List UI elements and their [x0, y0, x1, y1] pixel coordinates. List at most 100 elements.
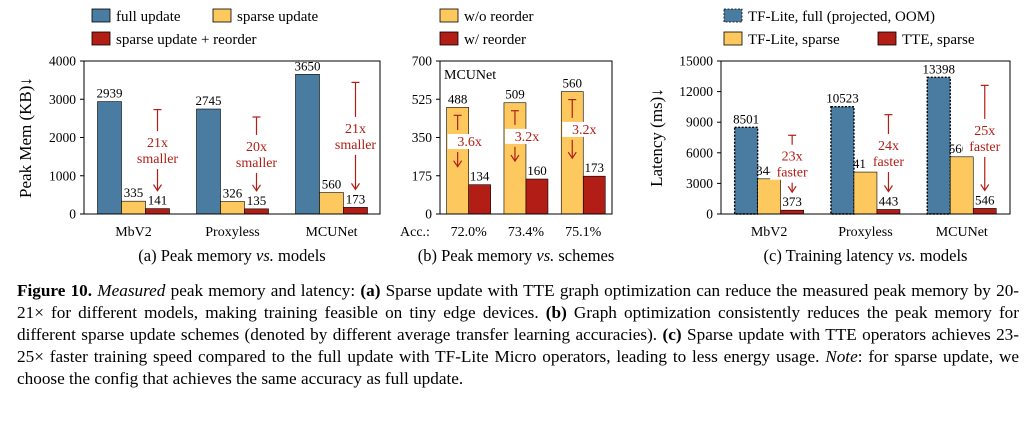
- y-tick-label-c-0: 0: [706, 207, 713, 222]
- bar-label-b-0-0: 488: [448, 91, 468, 106]
- bar-a-2-2: [343, 207, 368, 215]
- annotation-arrowhead-b-0: [453, 160, 463, 168]
- annotation-text-c-0-1: faster: [777, 166, 808, 181]
- caption-b-text: Graph optimization consistently reduces …: [17, 303, 1019, 344]
- category-label-b-1: 73.4%: [508, 225, 545, 240]
- y-tick-label-b-2: 350: [412, 130, 433, 145]
- legend-swatch-a-2: [91, 31, 111, 46]
- chart-title-part-a-0: (a) Peak memory: [138, 246, 256, 265]
- annotation-bg-c-1-0: [866, 138, 911, 154]
- bar-label-a-2-2: 173: [346, 191, 366, 206]
- annotation-bg-a-0-1: [135, 151, 180, 167]
- annotation-text-a-1-1: smaller: [236, 156, 278, 171]
- chart-title-c: (c) Training latency vs. models: [764, 246, 968, 265]
- chart-c-training-latency: TF-Lite, full (projected, OOM) TF-Lite, s…: [647, 8, 1011, 265]
- bar-label-c-0-2: 373: [782, 194, 802, 209]
- bar-a-1-0: [196, 108, 221, 215]
- legend-swatch-b-1: [439, 31, 459, 46]
- bar-c-0-2: [780, 209, 804, 215]
- annotation-text-c-1-1: faster: [873, 155, 904, 170]
- chart-title-part-b-2: schemes: [554, 246, 614, 265]
- y-tick-label-c-1: 3000: [686, 176, 713, 191]
- bar-a-2-1: [319, 192, 344, 215]
- legend-label-a-0: full update: [116, 9, 181, 25]
- y-tick-label-b-3: 525: [412, 92, 433, 107]
- caption-lead-italic: Measured: [97, 281, 166, 300]
- chart-title-part-c-2: models: [916, 246, 968, 265]
- annotation-arrowhead-c-0: [787, 185, 797, 194]
- annotation-bg-a-2-1: [333, 136, 378, 152]
- bar-label-b-2-1: 173: [585, 160, 605, 175]
- annotation-arrowhead-a-0: [153, 184, 162, 192]
- chart-title-part-a-1: vs.: [256, 246, 274, 265]
- legend-swatch-c-2: [877, 31, 897, 46]
- bar-label-b-0-1: 134: [470, 169, 490, 184]
- bar-label-c-1-2: 443: [879, 193, 899, 208]
- caption-c-tag: (c): [662, 325, 682, 344]
- legend-label-c-1: TF-Lite, sparse: [748, 32, 840, 48]
- annotation-text-a-0-0: 21x: [147, 136, 168, 151]
- annotation-arrowhead-c-1: [883, 185, 893, 193]
- y-tick-label-a-3: 3000: [49, 92, 76, 107]
- bar-a-0-0: [97, 101, 122, 215]
- annotation-bg-b-2-0: [562, 121, 607, 137]
- bar-label-a-2-1: 560: [322, 177, 342, 192]
- bar-b-0-1: [468, 184, 491, 215]
- category-label-a-2: MCUNet: [305, 225, 357, 240]
- annotation-text-b-1-0: 3.2x: [515, 130, 540, 145]
- annotation-bg-c-2-1: [962, 138, 1007, 154]
- caption-figure-label: Figure 10.: [17, 281, 93, 300]
- legend-label-c-0: TF-Lite, full (projected, OOM): [748, 9, 935, 25]
- legend-swatch-b-0: [439, 8, 459, 23]
- chart-title-part-c-1: vs.: [898, 246, 916, 265]
- plot-frame-b: [439, 60, 613, 215]
- category-label-a-0: MbV2: [115, 225, 152, 240]
- bar-label-c-0-0: 8501: [733, 111, 759, 126]
- bar-label-b-1-0: 509: [505, 87, 525, 102]
- annotation-text-c-2-0: 25x: [974, 124, 995, 139]
- bar-label-a-0-0: 2939: [97, 86, 123, 101]
- bar-label-b-1-1: 160: [527, 163, 547, 178]
- annotation-bg-b-0-0: [447, 134, 492, 150]
- bar-label-a-2-0: 3650: [295, 58, 321, 73]
- annotation-text-a-1-0: 20x: [246, 140, 267, 155]
- y-tick-label-a-0: 0: [69, 207, 76, 222]
- bar-label-a-1-2: 135: [247, 193, 267, 208]
- caption-b-tag: (b): [545, 303, 567, 322]
- annotation-text-b-0-0: 3.6x: [457, 135, 482, 150]
- legend-swatch-a-1: [212, 8, 232, 23]
- y-tick-label-b-0: 0: [425, 207, 432, 222]
- y-tick-label-b-1: 175: [412, 168, 433, 183]
- bar-c-0-1: [757, 178, 781, 215]
- category-label-b-2: 75.1%: [565, 225, 602, 240]
- annotation-arrowhead-c-2: [980, 184, 990, 192]
- category-label-c-2: MCUNet: [936, 225, 988, 240]
- legend-label-c-2: TTE, sparse: [902, 32, 975, 48]
- legend-label-b-0: w/o reorder: [464, 9, 534, 25]
- bar-a-1-1: [220, 201, 245, 215]
- category-label-b-0: 72.0%: [451, 225, 488, 240]
- annotation-text-a-0-1: smaller: [137, 152, 179, 167]
- bar-c-0-0: [733, 126, 759, 215]
- bar-a-2-0: [295, 74, 320, 215]
- annotation-text-a-2-0: 21x: [345, 122, 366, 137]
- annotation-bg-c-2-0: [962, 122, 1007, 138]
- figure-charts: full update sparse update sparse update + …: [16, 8, 1011, 265]
- annotation-text-c-0-0: 23x: [782, 150, 803, 165]
- y-tick-label-a-1: 1000: [49, 168, 76, 183]
- bar-c-1-2: [876, 209, 901, 215]
- annotation-bg-c-1-1: [866, 154, 911, 170]
- bar-b-1-1: [525, 178, 549, 215]
- annotation-arrowhead-a-2: [351, 183, 360, 191]
- annotation-bg-a-0-0: [135, 135, 180, 151]
- chart-title-part-a-2: models: [274, 246, 326, 265]
- legend-label-a-2: sparse update + reorder: [116, 32, 256, 48]
- bar-a-1-2: [244, 208, 269, 215]
- annotation-text-b-2-0: 3.2x: [572, 123, 597, 138]
- figure-caption: Figure 10. Measured peak memory and late…: [17, 280, 1019, 390]
- chart-title-a: (a) Peak memory vs. models: [138, 246, 325, 265]
- y-axis-label-c: Latency (ms)↓: [647, 88, 666, 187]
- bar-a-0-2: [145, 208, 170, 215]
- bar-label-a-1-0: 2745: [196, 93, 222, 108]
- plot-frame-c: [720, 60, 1011, 215]
